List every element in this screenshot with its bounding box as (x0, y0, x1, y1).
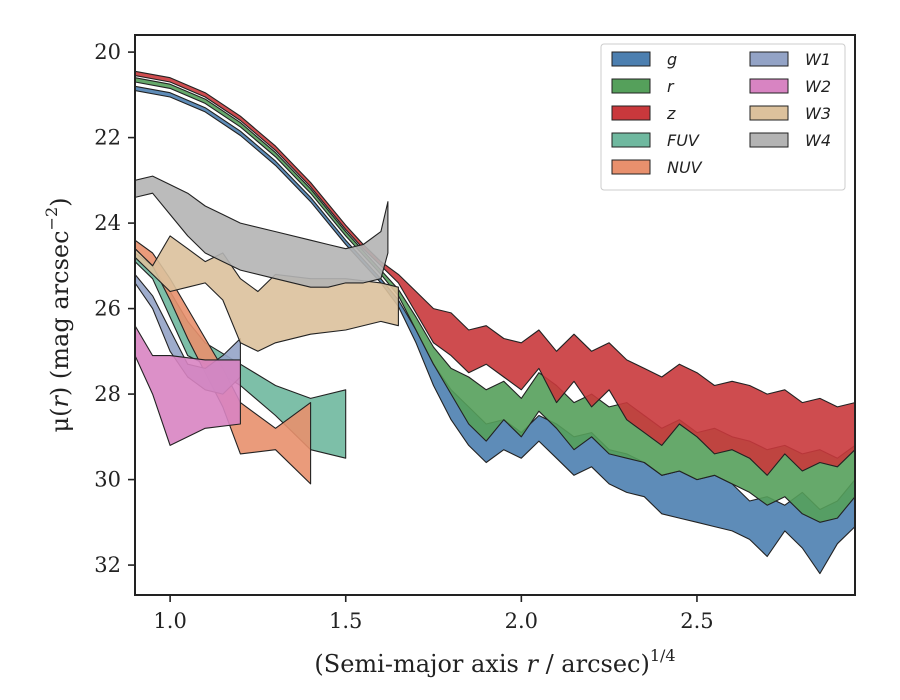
x-tick-label: 1.5 (329, 609, 362, 633)
legend-label-z: z (666, 104, 676, 123)
x-axis-label: (Semi-major axis r / arcsec)1/4 (314, 646, 675, 678)
y-tick-label: 24 (94, 211, 121, 235)
legend: grz FUV NUV W1 W2 W3 W4 (600, 43, 846, 191)
legend-label-r: r (667, 77, 675, 96)
y-tick-label: 28 (94, 382, 121, 406)
x-axis-ticks: 1.0 1.5 2.0 2.5 (153, 595, 714, 633)
y-tick-label: 32 (94, 553, 121, 577)
series-band-r (135, 77, 855, 523)
legend-swatch-fuv (611, 132, 651, 148)
y-tick-label: 22 (94, 126, 121, 150)
series-band-nuv (135, 239, 312, 485)
legend-swatch-w4 (749, 132, 789, 148)
y-tick-label: 26 (94, 297, 121, 321)
legend-label-w2: W2 (805, 77, 831, 96)
legend-swatch-nuv (611, 159, 651, 175)
legend-label-w3: W3 (805, 104, 831, 123)
legend-swatch-w3 (749, 105, 789, 121)
x-tick-label: 1.0 (153, 609, 186, 633)
legend-swatch-g (611, 51, 651, 67)
series-band-w4 (135, 175, 389, 288)
series-layer (135, 70, 855, 575)
legend-label-fuv: FUV (667, 131, 700, 150)
y-axis-label: μ(r) (mag arcsec−2) (42, 197, 74, 432)
legend-label-g: g (667, 50, 677, 69)
plot-frame (134, 34, 856, 596)
legend-swatch-w1 (749, 51, 789, 67)
y-axis-ticks: 20 22 24 26 28 30 32 (94, 40, 135, 577)
legend-swatch-z (611, 105, 651, 121)
legend-label-nuv: NUV (667, 158, 703, 177)
series-band-z (135, 70, 855, 476)
legend-label-w4: W4 (805, 131, 831, 150)
x-tick-label: 2.0 (505, 609, 538, 633)
y-tick-label: 20 (94, 40, 121, 64)
series-band-w3 (135, 235, 399, 352)
legend-swatch-r (611, 78, 651, 94)
y-tick-label: 30 (94, 468, 121, 492)
x-tick-label: 2.5 (680, 609, 713, 633)
series-band-w2 (135, 325, 241, 446)
legend-swatch-w2 (749, 78, 789, 94)
legend-label-w1: W1 (805, 50, 831, 69)
